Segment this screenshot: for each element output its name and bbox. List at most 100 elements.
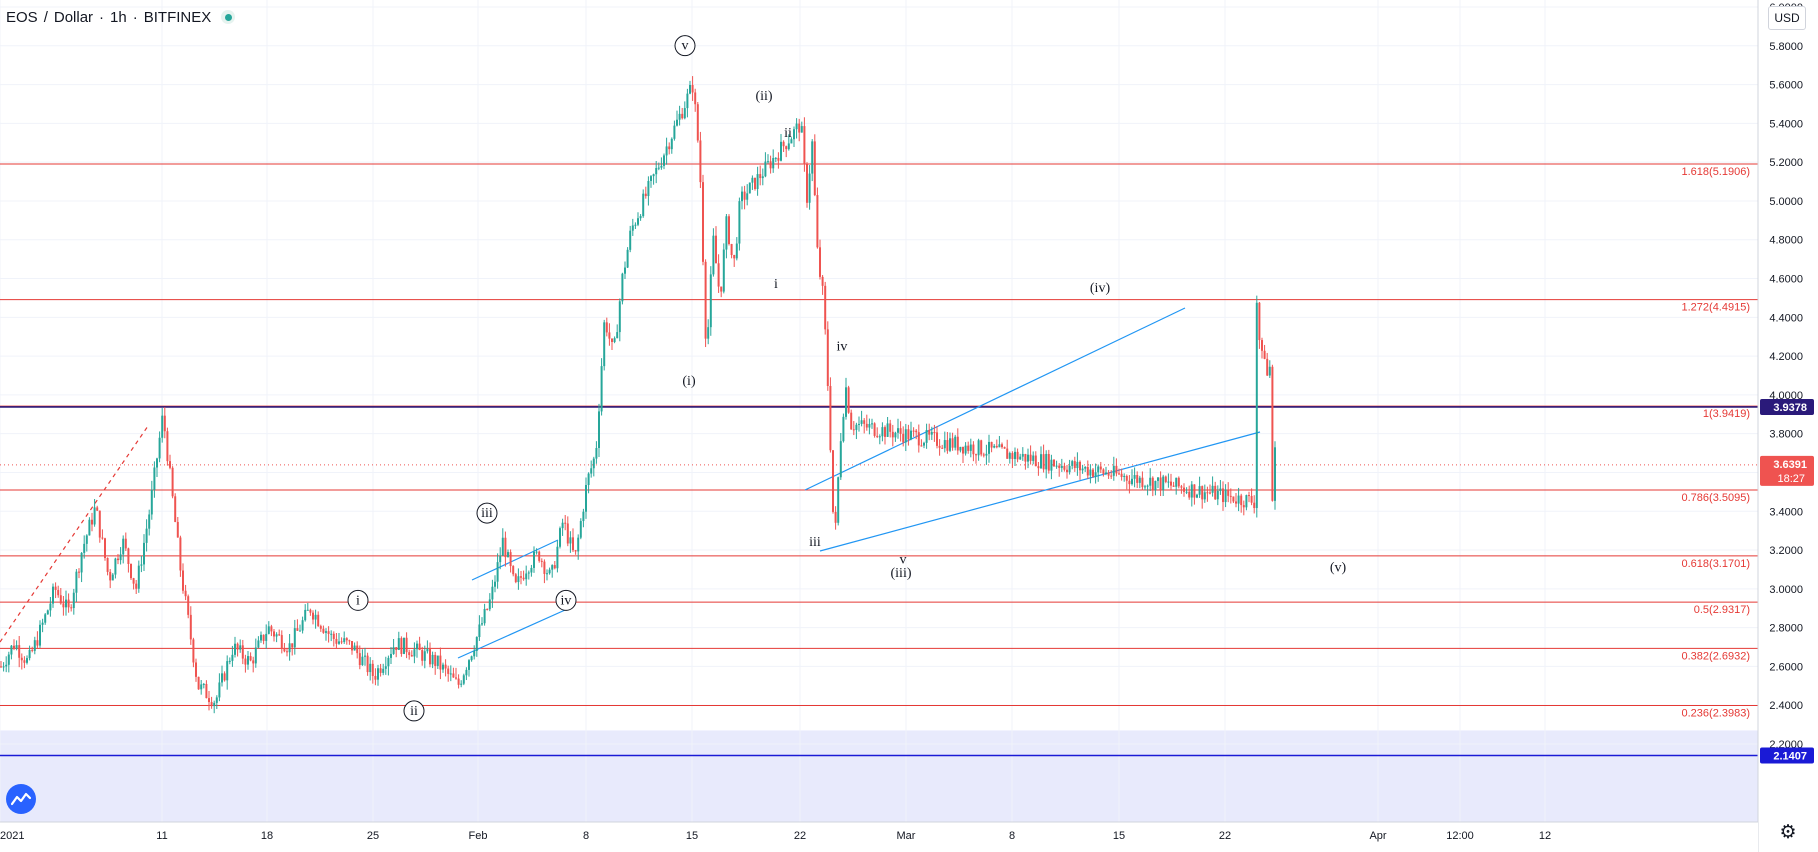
- symbol-header[interactable]: EOS / Dollar · 1h · BITFINEX: [6, 6, 236, 28]
- candle-body: [5, 664, 8, 667]
- candle-body: [512, 566, 515, 575]
- candle-body: [83, 543, 86, 553]
- candle-body: [777, 157, 780, 161]
- candle-body: [1146, 485, 1149, 487]
- candle-body: [1188, 491, 1191, 498]
- candle-body: [91, 519, 93, 525]
- candle-body: [977, 440, 980, 456]
- candle-body: [1222, 488, 1224, 503]
- candle-body: [624, 267, 626, 274]
- candle-body: [1047, 453, 1050, 471]
- currency-button[interactable]: USD: [1768, 6, 1806, 30]
- fibonacci-levels[interactable]: 1.618(5.1906) 1.272(4.4915) 1(3.9419) 0.786…: [0, 163, 1758, 720]
- candle-body: [135, 583, 138, 589]
- candle-body: [410, 655, 413, 657]
- candle-body: [213, 702, 216, 707]
- candle-body: [1268, 366, 1271, 376]
- candle-body: [1040, 454, 1042, 469]
- candle-body: [1198, 486, 1201, 495]
- candle-body: [538, 551, 541, 561]
- candle-body: [1016, 451, 1019, 460]
- wave-label-circle: [476, 502, 498, 524]
- candle-body: [982, 454, 985, 456]
- price-tag-label: 2.1407: [1773, 751, 1807, 763]
- candle-body: [559, 528, 561, 547]
- candle-body: [148, 514, 151, 529]
- price-tick-label: 2.6000: [1769, 661, 1803, 673]
- candle-body: [348, 640, 351, 642]
- candle-body: [1102, 469, 1105, 474]
- candle-body: [1266, 358, 1269, 376]
- candle-body: [962, 446, 964, 454]
- candle-body: [1149, 477, 1152, 486]
- candle-body: [650, 176, 652, 181]
- channel-lower-line[interactable]: [457, 605, 575, 659]
- candle-body: [949, 438, 951, 451]
- tradingview-logo-icon[interactable]: [6, 784, 36, 814]
- candle-body: [735, 243, 738, 259]
- candle-body: [1185, 491, 1188, 493]
- candle-body: [1006, 448, 1009, 459]
- candle-body: [1250, 495, 1253, 503]
- candle-body: [590, 468, 593, 474]
- candle-body: [1237, 495, 1240, 504]
- candle-body: [221, 673, 223, 683]
- candle-body: [990, 441, 993, 448]
- candle-body: [1079, 461, 1081, 471]
- candle-body: [231, 654, 234, 661]
- candle-body: [925, 429, 928, 443]
- candle-body: [62, 603, 65, 608]
- candle-body: [689, 85, 691, 94]
- quote-currency: Dollar: [53, 8, 94, 26]
- candle-body: [202, 683, 205, 685]
- candle-body: [1066, 469, 1068, 473]
- candle-body: [137, 565, 140, 589]
- candle-body: [335, 638, 338, 644]
- time-axis[interactable]: 2021 11 18 25 Feb 8 15 22 Mar 8 15 22 Apr 12:00 12: [0, 821, 1758, 852]
- price-tick-label: 3.2000: [1769, 545, 1803, 557]
- market-status-icon[interactable]: [221, 10, 236, 24]
- candle-body: [798, 123, 801, 133]
- fib-anchor-dashed-line[interactable]: [0, 425, 149, 643]
- candle-body: [143, 542, 145, 565]
- candle-body: [10, 645, 13, 655]
- wave-label-circle: [347, 589, 369, 611]
- candle-body: [343, 638, 346, 642]
- candle-body: [780, 141, 782, 161]
- candle-body: [709, 274, 712, 328]
- header-separator-dot: ·: [99, 8, 105, 26]
- candle-body: [322, 628, 325, 633]
- gear-icon[interactable]: ⚙: [1779, 821, 1797, 843]
- wave-label: ii: [410, 704, 418, 719]
- candle-body: [967, 445, 970, 451]
- candle-body: [195, 662, 197, 677]
- wedge-upper-line[interactable]: [804, 307, 1186, 491]
- candle-body: [972, 444, 975, 455]
- candle-body: [20, 657, 23, 661]
- candle-body: [946, 440, 949, 451]
- candle-body: [891, 431, 894, 438]
- channel-upper-line[interactable]: [471, 539, 559, 581]
- price-axis[interactable]: 2.20002.40002.60002.80003.00003.20003.40…: [1757, 0, 1818, 852]
- candle-body: [475, 637, 478, 651]
- horizontal-lines[interactable]: [0, 406, 1758, 757]
- wedge-lower-line[interactable]: [819, 431, 1261, 552]
- candle-body: [314, 614, 317, 620]
- candle-body: [533, 551, 535, 568]
- candle-body: [595, 447, 598, 459]
- candle-body: [1092, 469, 1094, 477]
- interval-label: 1h: [110, 8, 127, 26]
- fib-level-label: 0.786(3.5095): [1682, 492, 1751, 504]
- candle-body: [483, 608, 486, 624]
- candle-body: [1094, 472, 1097, 477]
- candle-body: [964, 445, 967, 454]
- candle-body: [702, 182, 704, 262]
- candle-body: [0, 666, 2, 668]
- candle-body: [616, 332, 619, 339]
- candle-body: [426, 649, 429, 652]
- candle-body: [1053, 459, 1055, 467]
- candle-body: [452, 673, 455, 678]
- candle-body: [481, 623, 483, 625]
- trendlines[interactable]: [0, 307, 1261, 659]
